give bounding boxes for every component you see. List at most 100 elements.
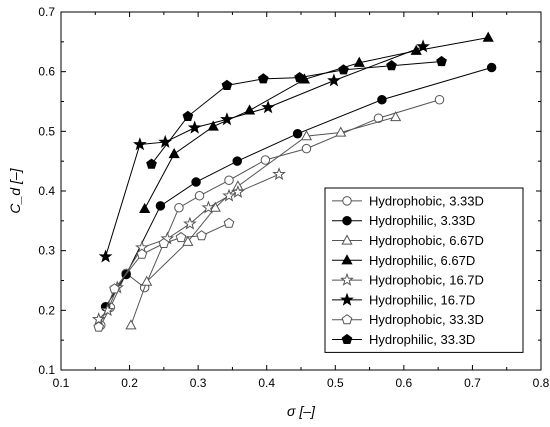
legend-label: Hydrophobic, 33.3D (369, 312, 484, 327)
data-point (93, 321, 105, 332)
x-tick-label: 0.2 (121, 376, 138, 390)
legend-marker (341, 314, 353, 325)
y-tick-label: 0.3 (38, 244, 55, 258)
legend-box (324, 187, 524, 353)
legend-item: Hydrophilic, 6.67D (332, 253, 475, 268)
data-point (377, 94, 387, 105)
data-point (292, 128, 303, 139)
legend-marker (342, 196, 352, 206)
data-point (133, 137, 147, 151)
legend-label: Hydrophilic, 16.7D (369, 292, 475, 307)
legend-label: Hydrophilic, 6.67D (369, 253, 475, 268)
data-point (373, 113, 384, 123)
y-tick-label: 0.5 (38, 124, 55, 138)
x-tick-label: 0.8 (533, 376, 550, 390)
x-tick-label: 0.6 (396, 376, 413, 390)
data-point (194, 191, 205, 201)
data-point (434, 94, 445, 105)
series-7 (146, 55, 447, 169)
data-point (223, 217, 235, 228)
data-point (109, 283, 120, 294)
legend-label: Hydrophobic, 3.33D (369, 193, 484, 208)
x-tick-label: 0.7 (464, 376, 481, 390)
legend-item: Hydrophobic, 16.7D (332, 273, 484, 288)
legend-label: Hydrophobic, 6.67D (369, 233, 484, 248)
x-tick-label: 0.4 (258, 376, 275, 390)
data-point (174, 202, 184, 213)
legend-label: Hydrophilic, 3.33D (369, 213, 475, 228)
legend-label: Hydrophobic, 16.7D (369, 273, 484, 288)
data-point (98, 249, 113, 263)
legend-item: Hydrophobic, 3.33D (332, 193, 484, 208)
data-point (390, 110, 402, 122)
series-1 (100, 62, 497, 312)
legend-item: Hydrophobic, 6.67D (332, 233, 484, 248)
data-point (300, 130, 313, 141)
legend-item: Hydrophilic, 33.3D (332, 332, 475, 347)
data-point (155, 201, 166, 211)
data-point (260, 155, 271, 165)
data-point (125, 319, 137, 330)
series-5 (98, 39, 430, 263)
data-point (139, 202, 151, 213)
series-6 (93, 217, 235, 332)
data-point (201, 200, 216, 214)
y-tick-label: 0.4 (38, 184, 55, 198)
data-point (196, 230, 207, 241)
legend-marker (340, 272, 354, 286)
data-point (182, 110, 194, 121)
data-point (294, 72, 305, 83)
data-point (222, 188, 236, 202)
data-point (158, 237, 170, 249)
data-point (272, 167, 286, 181)
y-tick-label: 0.6 (38, 65, 55, 79)
data-point (386, 60, 397, 71)
series-layer (91, 31, 497, 332)
x-tick-label: 0.5 (327, 376, 344, 390)
data-point (182, 235, 194, 246)
data-point (436, 55, 447, 67)
axis-ticks: 0.1 0.2 0.3 0.4 0.5 0.6 0.7 0.8 0.1 0.2 0.3 0.4 0.5 0… (38, 5, 549, 390)
data-point (257, 73, 269, 84)
x-tick-label: 0.3 (190, 376, 207, 390)
data-point (221, 79, 233, 90)
data-point (175, 231, 187, 243)
data-point (231, 184, 245, 199)
data-point (220, 112, 234, 126)
legend-marker (342, 215, 352, 226)
legend-label: Hydrophilic, 33.3D (369, 332, 475, 347)
data-point (187, 120, 202, 134)
data-point (353, 56, 365, 67)
data-point (141, 275, 153, 286)
y-tick-label: 0.7 (38, 5, 55, 19)
legend-marker (340, 292, 354, 306)
data-point (207, 120, 219, 131)
data-point (482, 31, 494, 42)
legend: Hydrophobic, 3.33D Hydrophilic, 3.33D Hydr… (324, 187, 524, 353)
y-axis-label: C_d [–] (7, 167, 23, 213)
data-point (224, 175, 234, 186)
legend-item: Hydrophilic, 16.7D (332, 292, 475, 307)
series-4 (91, 167, 286, 326)
data-point (416, 39, 430, 53)
data-point (168, 147, 180, 159)
legend-marker (341, 254, 353, 265)
legend-marker (341, 333, 353, 345)
legend-marker (341, 234, 353, 245)
data-point (261, 100, 275, 114)
series-line (98, 173, 280, 320)
data-point (301, 143, 312, 154)
legend-item: Hydrophobic, 33.3D (332, 312, 484, 327)
data-point (136, 248, 148, 259)
data-point (338, 64, 349, 75)
legend-item: Hydrophilic, 3.33D (332, 213, 475, 228)
data-point (327, 73, 341, 87)
data-point (232, 156, 242, 166)
data-point (183, 216, 197, 230)
data-point (146, 158, 157, 169)
data-point (100, 303, 115, 317)
data-point (486, 62, 497, 73)
y-tick-label: 0.2 (38, 303, 55, 317)
x-axis-label: σ [–] (287, 403, 316, 419)
